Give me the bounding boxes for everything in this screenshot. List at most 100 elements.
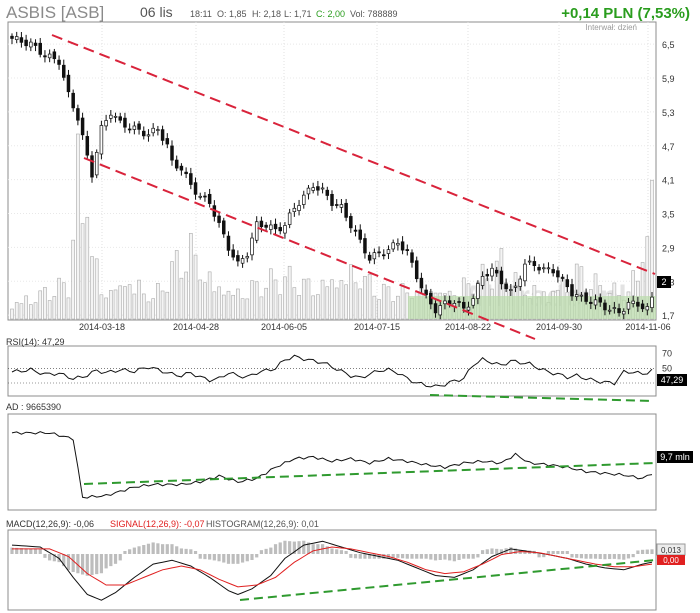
volume-bar bbox=[283, 276, 287, 320]
candle-body bbox=[462, 301, 466, 309]
candle-body bbox=[457, 301, 461, 303]
histogram-bar bbox=[66, 554, 71, 571]
histogram-bar bbox=[415, 554, 419, 559]
candle-body bbox=[372, 252, 377, 260]
volume-bar bbox=[127, 284, 132, 320]
candle-body bbox=[62, 64, 66, 78]
rsi-line bbox=[11, 354, 653, 388]
price-tick-label: 1,7 bbox=[662, 311, 675, 321]
histogram-bar bbox=[146, 543, 151, 554]
histogram-bar bbox=[603, 554, 607, 560]
candle-body bbox=[43, 55, 47, 58]
volume-bar bbox=[325, 286, 330, 320]
histogram-bar bbox=[589, 554, 593, 559]
volume-bar bbox=[104, 297, 108, 320]
candle-body bbox=[386, 249, 391, 254]
candle-body bbox=[551, 269, 555, 274]
date-tick-label: 2014-11-06 bbox=[625, 322, 670, 332]
candle-body bbox=[424, 289, 428, 296]
volume-bar bbox=[198, 279, 203, 320]
candle-body bbox=[85, 136, 90, 156]
candle-body bbox=[142, 130, 146, 137]
candle-body bbox=[353, 229, 358, 232]
volume-bar bbox=[381, 283, 386, 320]
candle-body bbox=[377, 251, 381, 254]
candle-body bbox=[14, 36, 19, 40]
price-panel-frame bbox=[7, 21, 657, 321]
candle-body bbox=[419, 277, 424, 289]
candle-body bbox=[278, 227, 282, 232]
volume-bar bbox=[19, 303, 24, 320]
histogram-bar bbox=[62, 554, 66, 567]
volume-bar bbox=[43, 287, 47, 320]
histogram-bar bbox=[485, 549, 489, 554]
histogram-bar bbox=[542, 554, 546, 558]
candle-body bbox=[622, 311, 626, 315]
volume-bars bbox=[10, 133, 654, 320]
histogram-bar bbox=[208, 554, 212, 560]
histogram-bar bbox=[175, 546, 179, 554]
volume-bar bbox=[363, 276, 367, 320]
volume-bar bbox=[297, 295, 301, 320]
candle-body bbox=[170, 145, 174, 161]
header-low: L: 1,71 bbox=[284, 9, 312, 19]
volume-bar bbox=[306, 278, 311, 320]
volume-bar bbox=[189, 233, 193, 320]
candle-body bbox=[193, 182, 198, 195]
price-tick-label: 5,9 bbox=[662, 74, 675, 84]
candle-body bbox=[203, 195, 207, 198]
price-tick-label: 2,9 bbox=[662, 243, 675, 253]
histogram-bar bbox=[231, 554, 235, 564]
histogram-bar bbox=[156, 543, 160, 554]
histogram-bar bbox=[245, 554, 249, 562]
candle-body bbox=[292, 207, 297, 212]
candle-body bbox=[273, 223, 278, 230]
candle-body bbox=[76, 108, 80, 121]
histogram-bar bbox=[165, 544, 169, 554]
histogram-bar bbox=[236, 554, 240, 564]
price-tick-label: 4,7 bbox=[662, 142, 675, 152]
candle-body bbox=[165, 138, 170, 145]
signal-value-tag bbox=[657, 555, 685, 565]
candle-body bbox=[236, 255, 240, 262]
candle-body bbox=[617, 308, 621, 314]
macd-panel-frame bbox=[7, 529, 657, 611]
candle-body bbox=[198, 195, 202, 198]
histogram-bar bbox=[476, 554, 480, 558]
candle-body bbox=[593, 299, 598, 306]
histogram-bar bbox=[579, 554, 584, 559]
volume-bar bbox=[207, 271, 212, 320]
candle-body bbox=[231, 249, 235, 258]
histogram-bar bbox=[443, 554, 447, 560]
volume-bar bbox=[99, 294, 104, 320]
candle-body bbox=[57, 59, 61, 65]
histogram-bar bbox=[104, 554, 108, 569]
candle-body bbox=[471, 298, 475, 306]
histogram-bar bbox=[10, 547, 14, 554]
candle-body bbox=[29, 41, 33, 48]
volume-bar bbox=[71, 239, 75, 320]
histogram-bar bbox=[99, 554, 104, 574]
candle-body bbox=[311, 187, 315, 191]
date-tick-label: 2014-07-15 bbox=[354, 322, 400, 332]
candle-body bbox=[217, 215, 221, 223]
price-tick-label: 3,5 bbox=[662, 210, 675, 220]
histogram-bar bbox=[546, 551, 551, 554]
histogram-bar bbox=[24, 548, 28, 554]
candle-body bbox=[38, 42, 42, 55]
histogram-bar bbox=[250, 554, 254, 560]
signal-title: SIGNAL(12,26,9): -0,07 bbox=[110, 519, 205, 529]
date-tick-label: 2014-06-05 bbox=[261, 322, 307, 332]
histogram-bar bbox=[372, 554, 376, 559]
histogram-bar bbox=[113, 554, 118, 564]
candle-body bbox=[433, 303, 438, 314]
histogram-bar bbox=[490, 548, 494, 554]
histogram-bar bbox=[570, 554, 574, 558]
histogram-bar bbox=[38, 549, 42, 554]
histogram-bar bbox=[339, 550, 344, 554]
candle-body bbox=[565, 279, 570, 288]
candle-body bbox=[523, 263, 527, 282]
candle-body bbox=[113, 115, 118, 118]
rsi-value-tag bbox=[657, 374, 687, 386]
volume-bar bbox=[344, 284, 348, 320]
